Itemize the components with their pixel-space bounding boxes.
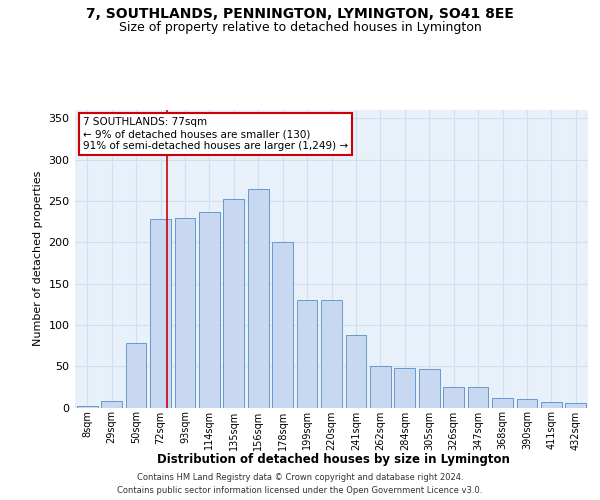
Bar	[199, 212, 220, 408]
Bar	[101, 401, 122, 407]
Text: 7 SOUTHLANDS: 77sqm
← 9% of detached houses are smaller (130)
91% of semi-detach: 7 SOUTHLANDS: 77sqm ← 9% of detached hou…	[83, 118, 348, 150]
Bar	[492, 398, 513, 407]
Bar	[321, 300, 342, 408]
Text: 7, SOUTHLANDS, PENNINGTON, LYMINGTON, SO41 8EE: 7, SOUTHLANDS, PENNINGTON, LYMINGTON, SO…	[86, 8, 514, 22]
Bar	[125, 343, 146, 407]
Bar	[346, 335, 367, 407]
Bar	[443, 387, 464, 407]
Y-axis label: Number of detached properties: Number of detached properties	[33, 171, 43, 346]
Bar	[370, 366, 391, 408]
Bar	[223, 199, 244, 408]
Bar	[565, 404, 586, 407]
Bar	[394, 368, 415, 408]
Bar	[541, 402, 562, 407]
Bar	[296, 300, 317, 408]
Bar	[248, 188, 269, 408]
Text: Distribution of detached houses by size in Lymington: Distribution of detached houses by size …	[157, 452, 509, 466]
Bar	[77, 406, 98, 407]
Bar	[467, 387, 488, 407]
Bar	[419, 370, 440, 408]
Bar	[272, 242, 293, 408]
Bar	[517, 399, 538, 407]
Text: Size of property relative to detached houses in Lymington: Size of property relative to detached ho…	[119, 21, 481, 34]
Bar	[175, 218, 196, 408]
Bar	[150, 219, 171, 408]
Text: Contains HM Land Registry data © Crown copyright and database right 2024.
Contai: Contains HM Land Registry data © Crown c…	[118, 474, 482, 495]
